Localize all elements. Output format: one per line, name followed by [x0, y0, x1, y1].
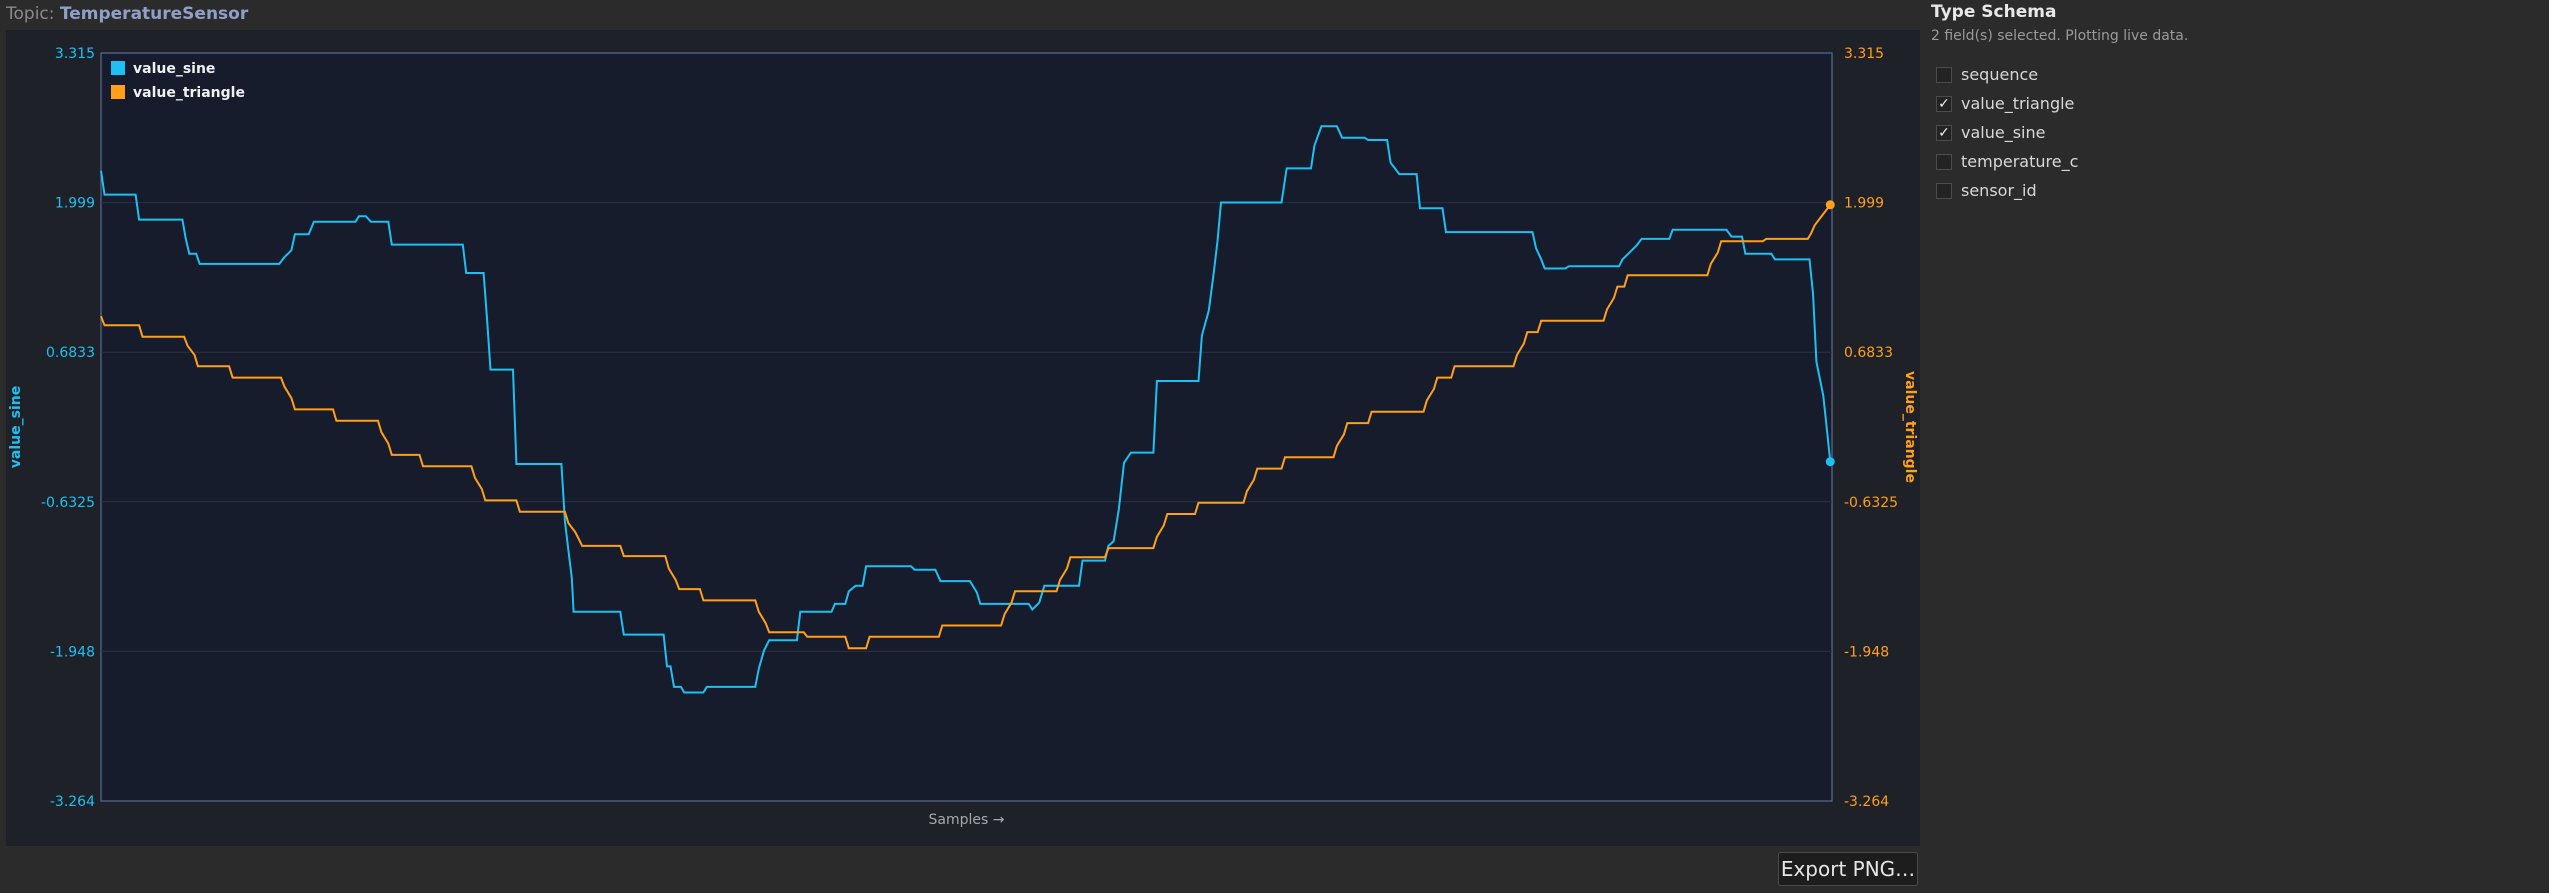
y-tick-label-right: -1.948 — [1844, 644, 1889, 660]
checkbox[interactable] — [1936, 182, 1952, 199]
series-line-value-sine — [100, 125, 1832, 694]
field-row-sensor-id[interactable]: sensor_id — [1936, 176, 2078, 205]
export-png-button[interactable]: Export PNG… — [1778, 852, 1918, 886]
series-endpoint-value-triangle — [1825, 200, 1835, 210]
y-axis-title-right: value_triangle — [1902, 371, 1918, 483]
legend-swatch-value-sine — [111, 61, 125, 75]
checkbox[interactable]: ✓ — [1936, 124, 1952, 141]
field-row-value-sine[interactable]: ✓ value_sine — [1936, 118, 2078, 147]
series-endpoint-value-sine — [1825, 457, 1835, 467]
field-row-sequence[interactable]: sequence — [1936, 60, 2078, 89]
y-tick-label-right: 3.315 — [1844, 46, 1884, 62]
topic-prefix: Topic: — [6, 4, 55, 24]
field-label: value_triangle — [1961, 94, 2075, 113]
y-tick-label-left: -3.264 — [50, 794, 95, 810]
y-axis-title-left: value_sine — [8, 386, 24, 468]
y-tick-label-left: 1.999 — [55, 196, 95, 212]
plot-area — [100, 52, 1833, 802]
field-list: sequence ✓ value_triangle ✓ value_sine t… — [1936, 60, 2078, 205]
y-tick-label-right: -3.264 — [1844, 794, 1889, 810]
y-tick-label-right: -0.6325 — [1844, 495, 1898, 511]
y-tick-label-left: 0.6833 — [46, 345, 95, 361]
field-label: temperature_c — [1961, 152, 2079, 171]
y-tick-label-right: 1.999 — [1844, 196, 1884, 212]
field-label: sensor_id — [1961, 181, 2037, 200]
y-tick-label-left: -0.6325 — [41, 495, 95, 511]
topic-bar: Topic: TemperatureSensor — [0, 0, 1922, 28]
x-axis-title: Samples → — [929, 812, 1005, 828]
series-line-value-triangle — [100, 204, 1832, 650]
legend-label-value-triangle: value_triangle — [133, 85, 245, 101]
topic-name: TemperatureSensor — [59, 4, 249, 24]
y-tick-label-right: 0.6833 — [1844, 345, 1893, 361]
y-tick-label-left: 3.315 — [55, 46, 95, 62]
checkbox[interactable] — [1936, 153, 1952, 170]
field-row-temperature-c[interactable]: temperature_c — [1936, 147, 2078, 176]
panel-title: Type Schema — [1931, 2, 2057, 22]
plot-panel: 3.315 3.315 1.999 1.999 0.6833 0.6833 -0.6325 -… — [6, 30, 1920, 846]
panel-subtitle: 2 field(s) selected. Plotting live data. — [1931, 28, 2189, 44]
checkbox[interactable]: ✓ — [1936, 95, 1952, 112]
field-row-value-triangle[interactable]: ✓ value_triangle — [1936, 89, 2078, 118]
field-label: value_sine — [1961, 123, 2046, 142]
checkbox[interactable] — [1936, 66, 1952, 83]
line-chart[interactable]: 3.315 3.315 1.999 1.999 0.6833 0.6833 -0.6325 -… — [6, 30, 1920, 846]
y-tick-label-left: -1.948 — [50, 644, 95, 660]
legend-swatch-value-triangle — [111, 85, 125, 99]
type-schema-panel: Type Schema 2 field(s) selected. Plottin… — [1922, 0, 2549, 893]
legend-label-value-sine: value_sine — [133, 61, 215, 77]
field-label: sequence — [1961, 65, 2039, 84]
